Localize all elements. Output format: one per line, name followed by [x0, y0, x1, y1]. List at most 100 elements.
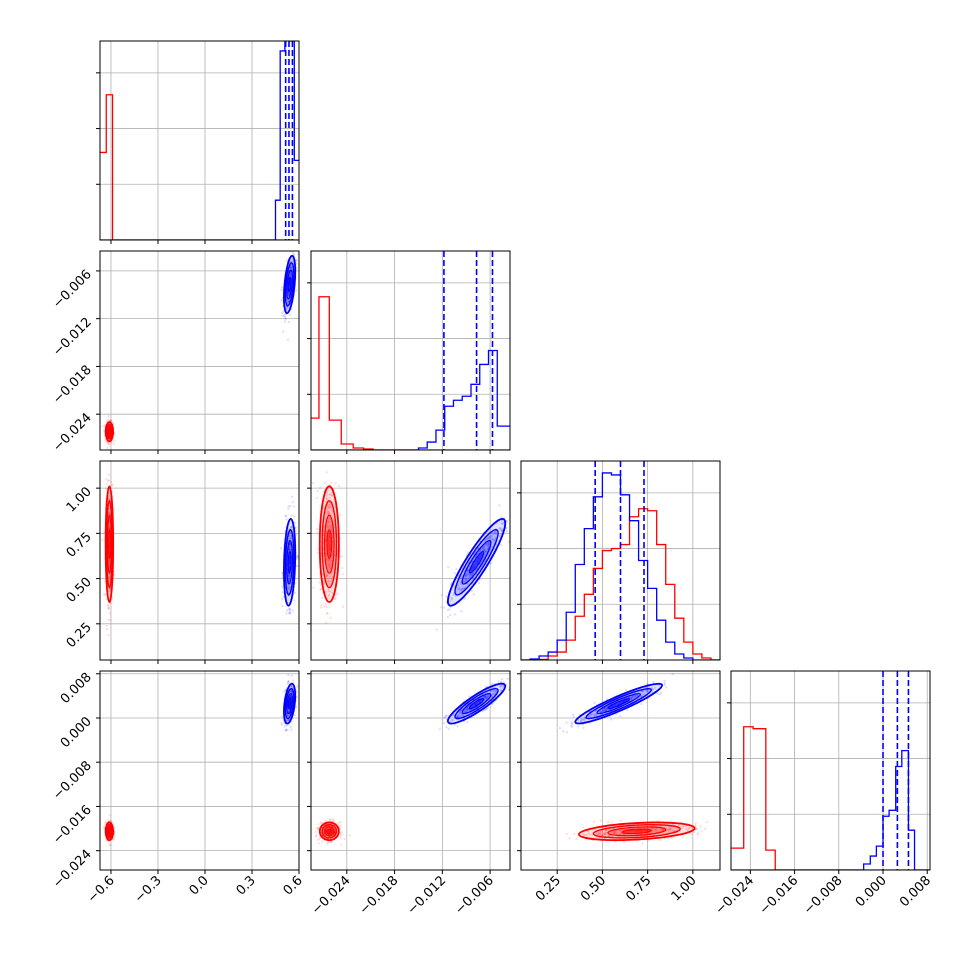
scatter-point	[491, 694, 494, 697]
scatter-point	[330, 493, 334, 497]
panel-2-0	[101, 473, 299, 637]
scatter-point	[614, 829, 618, 832]
scatter-point	[328, 512, 331, 515]
scatter-point	[288, 545, 291, 549]
scatter-point	[460, 577, 463, 580]
scatter-point	[293, 599, 296, 602]
x-tick-label: 0.50	[578, 873, 609, 904]
scatter-point	[668, 827, 671, 830]
scatter-point	[327, 588, 330, 591]
scatter-point	[681, 826, 685, 829]
scatter-point	[293, 714, 296, 717]
scatter-point	[287, 292, 291, 295]
contour-level	[287, 698, 292, 710]
scatter-point	[483, 708, 486, 712]
scatter-point	[584, 718, 587, 721]
scatter-point	[329, 505, 332, 508]
panel-grid	[100, 251, 300, 450]
scatter-point	[296, 564, 299, 568]
scatter-point	[465, 570, 469, 573]
scatter-point	[466, 551, 470, 554]
panel-frame	[520, 670, 721, 871]
scatter-point	[328, 560, 332, 564]
scatter-point	[587, 831, 590, 834]
scatter-point	[284, 729, 287, 732]
scatter-point	[108, 573, 111, 576]
scatter-point	[655, 829, 658, 832]
scatter-point	[583, 833, 586, 836]
scatter-point	[631, 696, 634, 699]
scatter-point	[329, 564, 332, 567]
scatter-point	[481, 710, 484, 713]
scatter-point	[330, 481, 333, 485]
scatter-point	[602, 833, 606, 836]
scatter-point	[445, 726, 448, 729]
scatter-point	[285, 515, 288, 518]
scatter-point	[633, 695, 636, 698]
panel-grid	[311, 251, 510, 450]
scatter-point	[460, 715, 463, 718]
scatter-point	[486, 547, 490, 550]
scatter-point	[284, 729, 287, 732]
scatter-point	[326, 574, 329, 577]
scatter-point	[327, 558, 330, 562]
scatter-point	[281, 286, 284, 289]
scatter-point	[458, 588, 461, 591]
scatter-point	[113, 574, 116, 577]
scatter-point	[329, 524, 332, 527]
scatter-point	[328, 505, 331, 509]
scatter-point	[113, 440, 116, 443]
scatter-point	[321, 840, 324, 843]
scatter-point	[331, 545, 335, 549]
scatter-point	[604, 833, 607, 836]
scatter-point	[322, 583, 326, 586]
scatter-point	[289, 685, 293, 689]
scatter-point	[334, 597, 337, 600]
scatter-point	[315, 835, 318, 838]
scatter-point	[315, 834, 318, 837]
scatter-point	[289, 525, 293, 529]
y-tick-label: 0.50	[64, 575, 95, 606]
scatter-point	[294, 244, 296, 246]
scatter-point	[326, 612, 329, 615]
scatter-point	[462, 587, 465, 590]
scatter-point	[108, 512, 111, 515]
scatter-point	[102, 826, 105, 829]
x-tick-label: 0.000	[853, 873, 890, 910]
scatter-point	[289, 537, 292, 540]
scatter-point	[466, 709, 470, 712]
scatter-point	[613, 831, 616, 835]
scatter-point	[654, 686, 657, 690]
scatter-point	[105, 624, 108, 627]
x-tick-label: 1.00	[669, 873, 700, 904]
scatter-point	[325, 491, 329, 494]
scatter-point	[482, 695, 486, 698]
scatter-point	[582, 726, 585, 729]
scatter-point	[340, 843, 343, 846]
scatter-point	[322, 506, 325, 509]
scatter-point	[493, 690, 497, 693]
scatter-point	[328, 493, 331, 496]
scatter-point	[690, 826, 693, 829]
y-tick-label: −0.012	[50, 315, 95, 360]
scatter-point	[694, 822, 697, 825]
scatter-point	[668, 828, 671, 831]
y-tick-label: 0.008	[58, 670, 95, 707]
scatter-point	[667, 831, 670, 834]
scatter-point	[329, 518, 332, 521]
scatter-point	[493, 540, 496, 543]
scatter-point	[491, 538, 495, 541]
scatter-point	[107, 414, 110, 418]
scatter-point	[634, 695, 637, 698]
scatter-point	[107, 819, 110, 822]
scatter-point	[289, 689, 292, 693]
scatter-point	[488, 542, 491, 545]
data-layer	[100, 41, 930, 870]
scatter-point	[329, 616, 332, 620]
scatter-point	[327, 563, 330, 566]
scatter-point	[642, 693, 645, 696]
scatter-point	[482, 545, 485, 549]
scatter-point	[486, 541, 490, 544]
scatter-point	[641, 842, 644, 845]
scatter-point	[280, 547, 283, 550]
